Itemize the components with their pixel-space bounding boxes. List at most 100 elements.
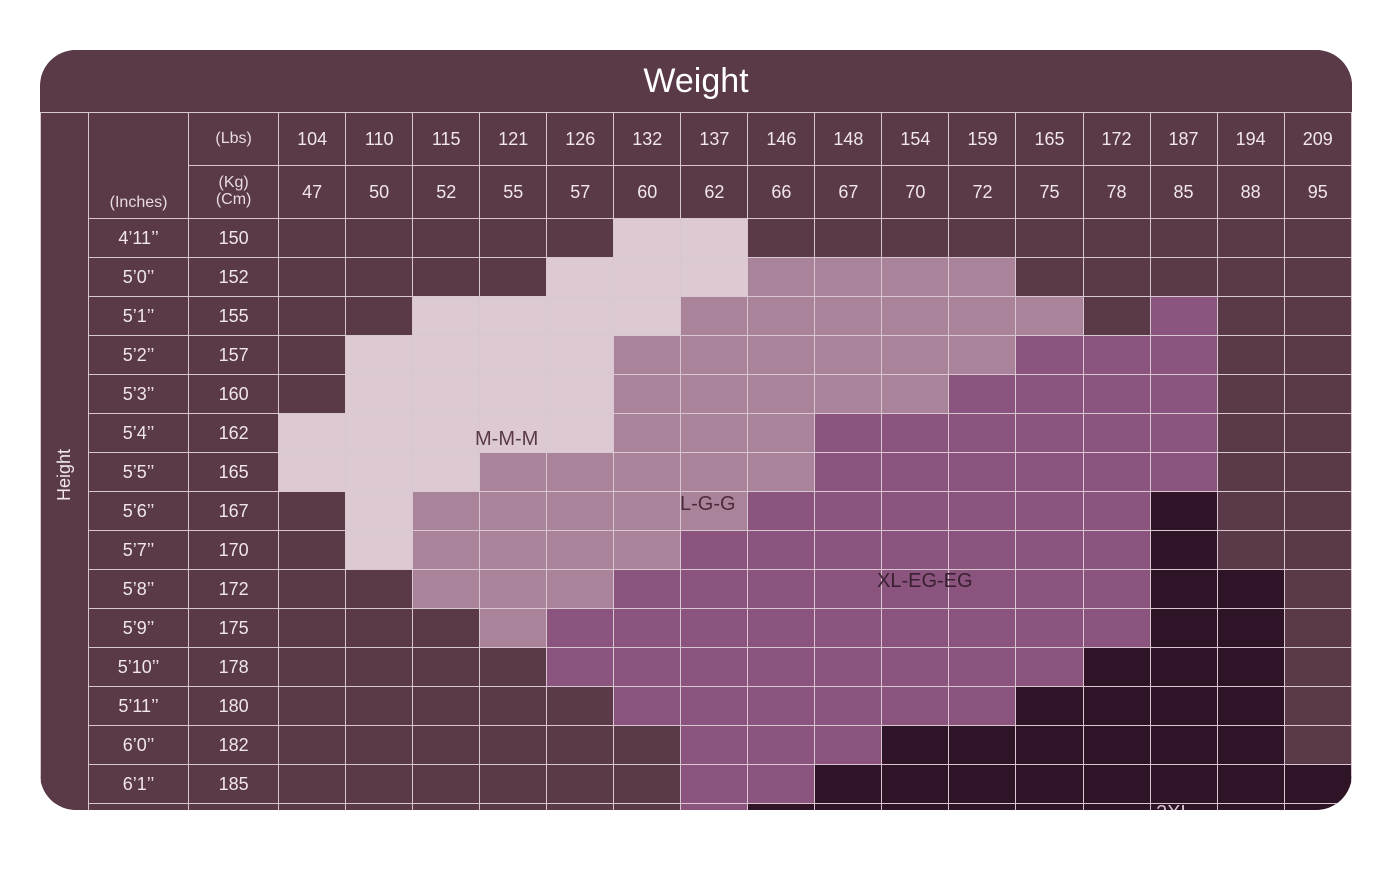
size-cell — [547, 219, 614, 258]
weight-kg-col: 60 — [614, 166, 681, 219]
size-chart: WeightHeight(Inches)(Lbs)104110115121126… — [40, 50, 1352, 810]
size-cell — [1016, 414, 1083, 453]
weight-kg-col: 62 — [681, 166, 748, 219]
size-cell — [413, 687, 480, 726]
size-cell — [1083, 570, 1150, 609]
size-cell — [480, 492, 547, 531]
size-cell — [748, 531, 815, 570]
size-cell — [614, 219, 681, 258]
size-cell — [614, 414, 681, 453]
size-cell — [346, 375, 413, 414]
weight-title: Weight — [41, 50, 1352, 113]
size-cell — [815, 726, 882, 765]
size-cell — [1083, 219, 1150, 258]
size-cell — [748, 453, 815, 492]
size-cell — [279, 492, 346, 531]
size-cell — [949, 336, 1016, 375]
size-cell — [480, 726, 547, 765]
size-cell — [1016, 648, 1083, 687]
weight-lbs-col: 121 — [480, 113, 547, 166]
height-axis-label: Height — [41, 113, 89, 811]
size-cell — [949, 570, 1016, 609]
size-cell — [681, 336, 748, 375]
height-cm-cell: 178 — [189, 648, 279, 687]
size-cell — [681, 258, 748, 297]
size-cell — [279, 297, 346, 336]
weight-kg-col: 95 — [1284, 166, 1351, 219]
size-cell — [279, 726, 346, 765]
size-cell — [748, 609, 815, 648]
size-cell — [480, 258, 547, 297]
size-cell — [547, 726, 614, 765]
size-cell — [1217, 648, 1284, 687]
size-cell — [480, 297, 547, 336]
weight-lbs-col: 126 — [547, 113, 614, 166]
size-chart-table: WeightHeight(Inches)(Lbs)104110115121126… — [40, 50, 1352, 810]
size-cell — [815, 804, 882, 811]
size-cell — [748, 258, 815, 297]
size-cell — [346, 336, 413, 375]
size-cell — [480, 687, 547, 726]
size-cell — [882, 453, 949, 492]
size-cell — [949, 414, 1016, 453]
size-cell — [882, 375, 949, 414]
size-cell — [279, 414, 346, 453]
size-cell — [815, 648, 882, 687]
size-cell — [815, 687, 882, 726]
size-cell — [1083, 804, 1150, 811]
size-cell — [614, 336, 681, 375]
height-inches-cell: 5’11’’ — [89, 687, 189, 726]
size-cell — [1217, 804, 1284, 811]
size-cell — [1083, 336, 1150, 375]
height-cm-cell: 160 — [189, 375, 279, 414]
size-cell — [614, 570, 681, 609]
size-cell — [748, 336, 815, 375]
size-cell — [815, 375, 882, 414]
size-cell — [681, 609, 748, 648]
size-cell — [1150, 687, 1217, 726]
height-cm-cell: 182 — [189, 726, 279, 765]
weight-lbs-col: 209 — [1284, 113, 1351, 166]
size-cell — [882, 804, 949, 811]
size-cell — [1150, 804, 1217, 811]
size-cell — [1150, 297, 1217, 336]
size-cell — [681, 492, 748, 531]
size-cell — [815, 219, 882, 258]
size-cell — [1016, 804, 1083, 811]
size-cell — [547, 531, 614, 570]
size-cell — [1083, 687, 1150, 726]
size-cell — [1150, 336, 1217, 375]
size-cell — [413, 570, 480, 609]
size-cell — [547, 414, 614, 453]
size-cell — [346, 219, 413, 258]
weight-lbs-col: 165 — [1016, 113, 1083, 166]
size-cell — [346, 414, 413, 453]
size-cell — [346, 804, 413, 811]
size-cell — [480, 336, 547, 375]
size-cell — [1284, 258, 1351, 297]
size-cell — [681, 726, 748, 765]
size-cell — [882, 609, 949, 648]
height-cm-cell: 162 — [189, 414, 279, 453]
height-inches-cell: 6’0’’ — [89, 726, 189, 765]
size-cell — [413, 492, 480, 531]
size-cell — [614, 453, 681, 492]
size-cell — [748, 726, 815, 765]
height-cm-cell: 155 — [189, 297, 279, 336]
weight-kg-col: 57 — [547, 166, 614, 219]
weight-lbs-col: 154 — [882, 113, 949, 166]
size-cell — [480, 375, 547, 414]
size-cell — [882, 531, 949, 570]
size-cell — [1217, 336, 1284, 375]
size-cell — [681, 648, 748, 687]
height-cm-cell: 170 — [189, 531, 279, 570]
size-cell — [815, 336, 882, 375]
lbs-header: (Lbs) — [189, 113, 279, 166]
size-cell — [413, 765, 480, 804]
size-cell — [1150, 531, 1217, 570]
size-cell — [1217, 687, 1284, 726]
size-cell — [1217, 609, 1284, 648]
size-cell — [614, 375, 681, 414]
size-cell — [614, 258, 681, 297]
size-cell — [815, 453, 882, 492]
